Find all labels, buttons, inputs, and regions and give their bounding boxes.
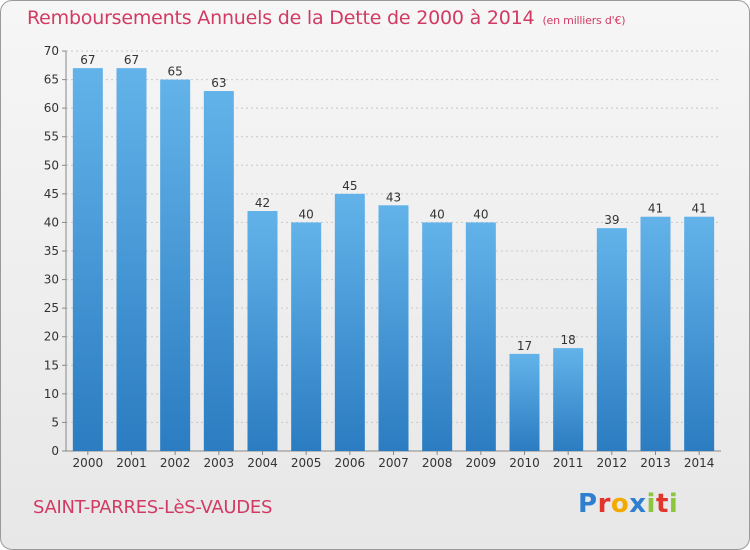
y-tick-label: 40 (44, 215, 59, 229)
x-tick-label: 2006 (335, 456, 366, 470)
x-tick-label: 2003 (204, 456, 235, 470)
bar (596, 228, 627, 451)
bar (203, 91, 234, 451)
commune-name: SAINT-PARRES-LèS-VAUDES (33, 497, 273, 518)
x-tick-label: 2012 (597, 456, 628, 470)
data-label: 45 (342, 179, 357, 193)
chart-unit: (en milliers d'€) (542, 14, 626, 27)
bar (334, 193, 365, 451)
data-label: 39 (604, 213, 619, 227)
bar (640, 216, 671, 451)
y-tick-label: 5 (51, 415, 59, 429)
y-tick-label: 65 (44, 73, 59, 87)
chart-title-text: Remboursements Annuels de la Dette de 20… (27, 7, 535, 29)
bar (465, 222, 496, 451)
data-label: 42 (255, 196, 270, 210)
bar (291, 222, 322, 451)
bar (378, 205, 409, 451)
y-tick-label: 25 (44, 301, 59, 315)
data-label: 65 (168, 65, 183, 79)
bar (72, 68, 103, 452)
x-tick-label: 2009 (466, 456, 497, 470)
brand-letter: r (597, 489, 611, 519)
data-label: 40 (299, 207, 314, 221)
x-tick-label: 2014 (684, 456, 715, 470)
x-tick-label: 2004 (247, 456, 278, 470)
brand-letter: i (668, 489, 679, 519)
x-tick-label: 2008 (422, 456, 453, 470)
chart-title: Remboursements Annuels de la Dette de 20… (27, 7, 626, 29)
x-tick-label: 2007 (378, 456, 409, 470)
data-label: 18 (561, 333, 576, 347)
bar (553, 348, 584, 451)
x-tick-label: 2000 (73, 456, 104, 470)
brand-letter: P (578, 489, 598, 519)
data-label: 41 (648, 202, 663, 216)
x-tick-label: 2010 (509, 456, 540, 470)
x-tick-label: 2011 (553, 456, 584, 470)
bar (422, 222, 453, 451)
y-tick-label: 35 (44, 244, 59, 258)
data-label: 40 (430, 207, 445, 221)
data-label: 67 (80, 53, 95, 67)
y-tick-label: 70 (44, 44, 59, 58)
y-tick-label: 10 (44, 387, 59, 401)
y-tick-label: 0 (51, 444, 59, 458)
y-tick-label: 60 (44, 101, 59, 115)
x-tick-label: 2005 (291, 456, 322, 470)
brand-letter: x (629, 489, 647, 519)
x-tick-label: 2001 (116, 456, 147, 470)
brand-letter: i (646, 489, 656, 519)
data-label: 41 (692, 202, 707, 216)
data-label: 43 (386, 190, 401, 204)
y-tick-label: 30 (44, 273, 59, 287)
brand-letter: t (655, 489, 669, 519)
brand-letter: o (610, 489, 630, 519)
data-label: 67 (124, 53, 139, 67)
data-label: 17 (517, 339, 532, 353)
data-label: 63 (211, 76, 226, 90)
y-tick-label: 50 (44, 158, 59, 172)
x-tick-label: 2013 (640, 456, 671, 470)
bar (160, 79, 191, 452)
y-tick-label: 20 (44, 330, 59, 344)
bar (247, 211, 278, 451)
bar (116, 68, 147, 452)
y-tick-label: 45 (44, 187, 59, 201)
bar (509, 353, 540, 451)
data-label: 40 (473, 207, 488, 221)
y-tick-label: 55 (44, 130, 59, 144)
proxiti-logo: Proxiti (578, 489, 678, 519)
bar (684, 216, 715, 451)
x-tick-label: 2002 (160, 456, 191, 470)
y-tick-label: 15 (44, 358, 59, 372)
